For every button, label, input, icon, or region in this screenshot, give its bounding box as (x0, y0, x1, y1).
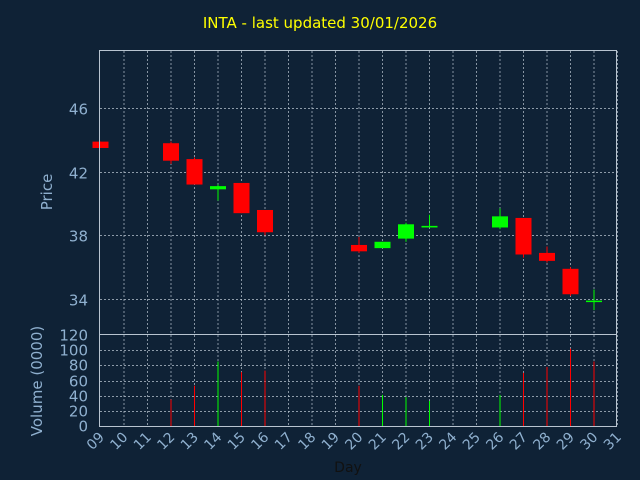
price-tick-label: 46 (69, 101, 88, 119)
price-candles (92, 141, 602, 311)
x-tick-label: 26 (483, 429, 507, 453)
volume-axis-label: Volume (0000) (28, 326, 46, 436)
candle-body (421, 225, 438, 228)
candle-body (92, 141, 109, 148)
volume-plot-frame (99, 334, 617, 427)
candle-body (351, 244, 367, 252)
candle-body (562, 268, 579, 295)
x-tick-label: 12 (154, 430, 178, 454)
x-tick-label: 31 (601, 430, 625, 454)
price-y-ticks: 34 38 42 46 (69, 101, 88, 310)
volume-tick-label: 40 (69, 388, 88, 406)
candle-body (492, 216, 508, 228)
price-plot-frame (99, 50, 617, 335)
x-tick-label: 23 (413, 430, 437, 454)
x-tick-label: 22 (389, 430, 413, 454)
price-axis-label: Price (38, 174, 56, 211)
x-tick-label: 21 (366, 430, 390, 454)
x-tick-label: 28 (530, 430, 554, 454)
price-grid (100, 51, 618, 334)
x-tick-label: 25 (460, 430, 484, 454)
x-tick-label: 13 (178, 430, 202, 454)
price-tick-label: 38 (69, 228, 88, 246)
volume-tick-label: 60 (69, 373, 88, 391)
volume-tick-label: 20 (69, 403, 88, 421)
x-tick-label: 11 (131, 430, 155, 454)
x-tick-label: 18 (295, 430, 319, 454)
candle-body (210, 186, 226, 190)
volume-tick-label: 0 (78, 418, 88, 436)
x-tick-label: 14 (201, 429, 225, 453)
x-tick-label: 15 (225, 430, 249, 454)
x-tick-label: 24 (436, 429, 460, 453)
price-tick-label: 34 (69, 292, 88, 310)
x-tick-label: 17 (272, 430, 296, 454)
x-tick-label: 27 (507, 430, 531, 454)
candle-body (515, 217, 532, 255)
volume-tick-label: 100 (59, 342, 88, 360)
x-tick-label: 20 (342, 430, 366, 454)
x-tick-label: 19 (319, 430, 343, 454)
candle-body (233, 182, 250, 214)
candle-body (586, 300, 602, 303)
x-tick-label: 30 (577, 430, 601, 454)
price-tick-label: 42 (69, 165, 88, 183)
volume-tick-label: 120 (59, 327, 88, 345)
candle-body (539, 252, 555, 261)
candle-body (186, 159, 203, 185)
x-tick-label: 29 (554, 430, 578, 454)
chart-title: INTA - last updated 30/01/2026 (202, 14, 438, 32)
candle-body (257, 209, 273, 233)
candle-body (374, 241, 391, 249)
x-ticks: 09 10 11 12 13 14 15 16 17 18 19 20 21 22 23 24 25 26 27 28… (84, 429, 625, 453)
candle-body (398, 224, 414, 239)
volume-bars (170, 348, 595, 426)
candle-body (163, 143, 179, 161)
volume-tick-label: 80 (69, 357, 88, 375)
x-tick-label: 10 (107, 430, 131, 454)
x-tick-label: 16 (248, 429, 272, 453)
x-axis-label: Day (334, 460, 362, 476)
